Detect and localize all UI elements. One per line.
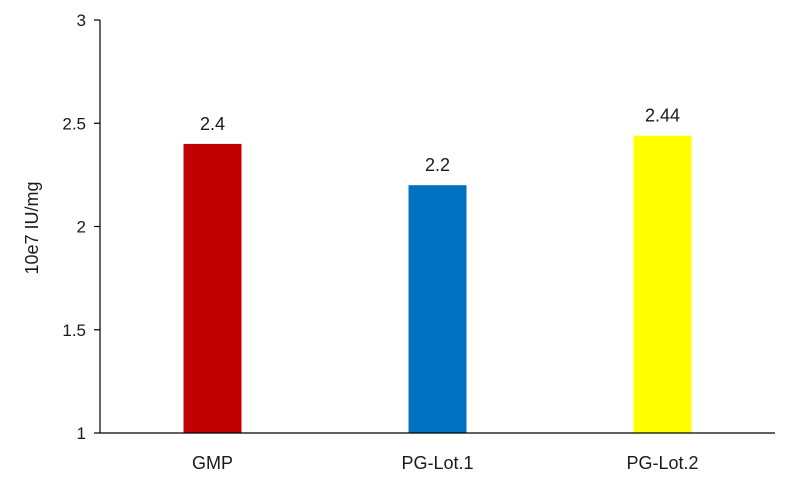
y-tick-label: 1 [77, 424, 86, 443]
bars [183, 135, 692, 433]
data-labels: 2.4 2.2 2.44 [200, 106, 680, 176]
data-label: 2.44 [645, 106, 680, 126]
bar-gmp [183, 143, 242, 433]
data-label: 2.4 [200, 114, 225, 134]
y-tick-label: 3 [77, 11, 86, 30]
y-tick-label: 1.5 [62, 321, 86, 340]
y-ticks: 1 1.5 2 2.5 3 [62, 11, 100, 443]
bar-pg-lot-1 [408, 185, 467, 433]
category-label: PG-Lot.2 [626, 453, 698, 473]
category-label: PG-Lot.1 [401, 453, 473, 473]
bar-pg-lot-2 [633, 135, 692, 433]
y-axis-title: 10e7 IU/mg [22, 181, 42, 274]
y-tick-label: 2.5 [62, 114, 86, 133]
y-tick-label: 2 [77, 218, 86, 237]
data-label: 2.2 [425, 155, 450, 175]
category-label: GMP [192, 453, 233, 473]
category-labels: GMP PG-Lot.1 PG-Lot.2 [192, 453, 699, 473]
